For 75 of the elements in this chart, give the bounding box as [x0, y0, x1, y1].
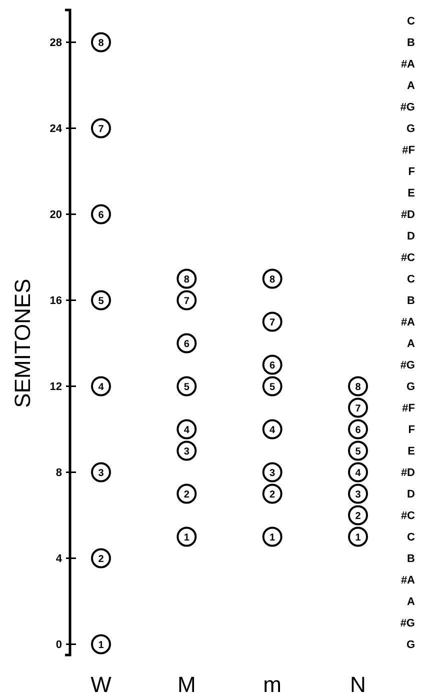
text: A — [407, 80, 416, 92]
y-tick-label: 4 — [56, 552, 63, 565]
annotation: 1 — [355, 532, 362, 544]
annotation: 7 — [184, 296, 190, 307]
y-tick-label: 12 — [50, 380, 62, 393]
annotation: #G — [400, 360, 415, 372]
annotation: 1 — [98, 640, 104, 651]
text: E — [408, 188, 415, 200]
text: G — [406, 381, 415, 394]
text: C — [407, 274, 416, 286]
text: F — [408, 166, 416, 178]
annotation: 2 — [355, 510, 362, 522]
annotation: 8 — [98, 38, 104, 49]
annotation: 4 — [98, 382, 104, 393]
text: B — [407, 553, 416, 566]
text: E — [408, 446, 415, 458]
annotation: 7 — [355, 403, 362, 414]
annotation: 3 — [98, 468, 104, 479]
x-tick-label: W — [90, 672, 112, 697]
annotation: 3 — [270, 468, 276, 479]
y-tick-label: 0 — [56, 638, 62, 651]
annotation: 2 — [98, 554, 104, 565]
text: #D — [400, 467, 416, 480]
text: G — [406, 123, 415, 136]
annotation: 2 — [270, 489, 276, 500]
annotation: 4 — [355, 468, 362, 479]
y-tick-label: 8 — [56, 466, 62, 479]
y-tick-label: 28 — [50, 36, 62, 49]
y-tick-label: 20 — [50, 208, 62, 221]
annotation: 5 — [184, 382, 190, 393]
x-tick-label: m — [263, 672, 282, 697]
annotation: 8 — [355, 382, 362, 393]
annotation: 4 — [270, 424, 276, 436]
annotation: 8 — [270, 274, 276, 286]
text: #A — [400, 574, 416, 587]
annotation: 3 — [184, 446, 190, 458]
annotation: 4 — [184, 424, 190, 436]
annotation: #G — [400, 618, 415, 630]
annotation: 7 — [270, 317, 276, 328]
annotation: 7 — [98, 124, 104, 135]
text: #F — [402, 144, 416, 157]
text: A — [407, 596, 416, 608]
text: #C — [400, 252, 416, 264]
annotation: #G — [400, 102, 415, 114]
text: F — [408, 424, 416, 436]
annotation: 5 — [355, 446, 362, 458]
annotation: 5 — [270, 382, 276, 393]
annotation: 1 — [270, 532, 276, 544]
x-tick-label: N — [350, 672, 366, 697]
text: #C — [400, 510, 416, 522]
text: #D — [400, 209, 416, 222]
annotation: 1 — [184, 532, 190, 544]
annotation: 5 — [98, 296, 104, 307]
text: G — [406, 639, 415, 652]
text: A — [407, 338, 416, 350]
text: #A — [400, 316, 416, 329]
annotation: 2 — [184, 489, 190, 500]
text: B — [407, 37, 416, 50]
y-tick-label: 16 — [50, 294, 62, 307]
y-tick-label: 24 — [50, 122, 63, 135]
annotation: 6 — [98, 210, 104, 221]
annotation: 6 — [355, 424, 362, 436]
text: C — [407, 532, 416, 544]
y-axis-title: SEMITONES — [10, 278, 35, 408]
text: D — [407, 230, 416, 243]
text: B — [407, 295, 416, 308]
text: #A — [400, 58, 416, 71]
annotation: 8 — [184, 274, 190, 286]
annotation: 6 — [270, 360, 276, 372]
text: D — [407, 488, 416, 501]
x-tick-label: M — [178, 672, 196, 697]
text: C — [407, 16, 416, 28]
annotation: 6 — [184, 338, 190, 350]
annotation: 3 — [355, 489, 362, 500]
text: #F — [402, 402, 416, 415]
